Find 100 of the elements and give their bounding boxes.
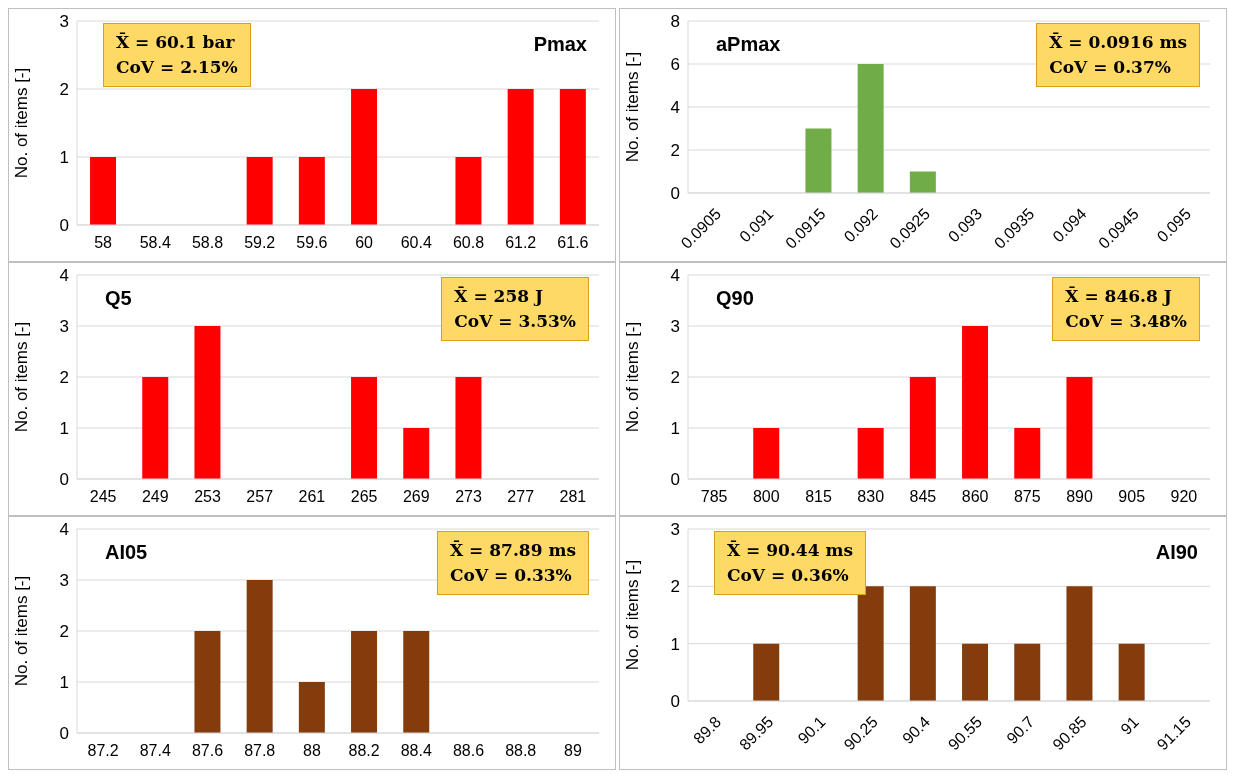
y-axis-title: No. of items [-] [623,321,643,433]
bar [962,326,989,479]
annotation: CoV = 2.15% [116,56,238,79]
annotation: X̄ = 60.1 bar [116,31,236,54]
y-tick-label: 1 [670,419,680,439]
x-tick-label: 90.1 [794,713,829,748]
x-tick-label: 88.8 [505,742,537,760]
annotation: CoV = 3.53% [454,310,576,333]
bar [857,428,884,479]
y-tick-label: 4 [59,520,69,540]
bar [909,171,936,193]
x-tick-label: 91 [1117,713,1142,738]
text: Q90 [716,287,754,310]
x-tick-label: 60 [355,234,374,252]
bar [1014,428,1041,479]
x-tick-label: 89 [564,742,582,760]
x-tick-label: 87.4 [139,742,171,760]
y-tick-label: 3 [59,571,69,591]
x-tick-label: 875 [1013,488,1041,506]
bar [194,326,221,479]
y-axis-title: No. of items [-] [623,559,643,671]
x-tick-label: 245 [89,488,117,506]
x-tick-label: 88.4 [400,742,432,760]
annotation: CoV = 0.33% [450,564,573,587]
y-tick-label: 3 [670,520,680,540]
x-tick-label: 58.8 [191,234,224,252]
x-tick-label: 269 [402,488,430,506]
x-tick-label: 860 [961,488,989,506]
y-tick-label: 4 [670,266,680,286]
x-tick-label: 277 [507,488,535,506]
x-tick-label: 265 [350,488,378,506]
x-tick-label: 60.8 [452,234,485,252]
x-tick-label: 830 [857,488,885,506]
bar [909,377,936,479]
bar [351,631,378,733]
y-tick-label: 4 [670,98,680,118]
text: AI90 [1155,541,1198,564]
x-tick-label: 249 [141,488,169,506]
bar [857,64,884,193]
y-tick-label: 1 [59,148,69,168]
y-tick-label: 1 [59,419,69,439]
y-tick-label: 2 [670,141,680,161]
x-tick-label: 890 [1066,488,1093,506]
y-tick-label: 2 [59,80,69,100]
y-tick-label: 0 [59,470,69,490]
y-tick-label: 6 [670,55,680,75]
x-tick-label: 845 [909,488,937,506]
bar [142,377,169,479]
x-tick-label: 257 [246,488,274,506]
annotation: X̄ = 0.0916 ms [1049,31,1187,54]
bar [351,377,378,479]
y-tick-label: 4 [59,266,69,286]
y-axis-title: No. of items [-] [623,51,643,163]
text: AI05 [105,541,148,564]
x-tick-label: 87.2 [87,742,119,760]
x-tick-label: 88.6 [452,742,485,760]
y-tick-label: 3 [59,12,69,32]
annotation: X̄ = 258 J [454,285,544,308]
bar [403,631,430,733]
y-tick-label: 3 [670,317,680,337]
x-tick-label: 905 [1118,488,1146,506]
bar [455,377,482,479]
x-tick-label: 58.4 [139,234,171,252]
y-tick-label: 1 [59,673,69,693]
annotation: X̄ = 87.89 ms [450,539,576,562]
annotation: CoV = 0.36% [727,564,850,587]
annotation: X̄ = 846.8 J [1065,285,1173,308]
y-tick-label: 3 [59,317,69,337]
y-tick-label: 2 [670,368,680,388]
y-tick-label: 2 [670,577,680,597]
x-tick-label: 920 [1170,488,1198,506]
y-tick-label: 2 [59,368,69,388]
bar [403,428,430,479]
x-tick-label: 785 [700,488,728,506]
y-axis-title: No. of items [-] [12,67,32,179]
x-tick-label: 59.6 [296,234,328,252]
x-tick-label: 87.8 [244,742,276,760]
x-tick-label: 88.2 [348,742,380,760]
bar [1066,377,1093,479]
x-tick-label: 59.2 [244,234,276,252]
x-tick-label: 58 [94,234,113,252]
bar [298,682,325,733]
bar [246,580,273,733]
text: Q5 [105,287,132,310]
y-tick-label: 8 [670,12,680,32]
annotation: X̄ = 90.44 ms [727,539,853,562]
x-tick-label: 60.4 [400,234,432,252]
x-tick-label: 261 [298,488,326,506]
y-axis-title: No. of items [-] [12,321,32,433]
text: Pmax [533,33,587,56]
annotation: CoV = 3.48% [1065,310,1187,333]
x-tick-label: 273 [455,488,482,506]
x-tick-label: 61.6 [557,234,589,252]
x-tick-label: 87.6 [191,742,224,760]
text: aPmax [716,33,781,56]
y-axis-title: No. of items [-] [12,575,32,687]
y-tick-label: 1 [670,634,680,654]
annotation: CoV = 0.37% [1049,56,1172,79]
x-tick-label: 815 [805,488,832,506]
x-tick-label: 89.8 [690,713,725,748]
